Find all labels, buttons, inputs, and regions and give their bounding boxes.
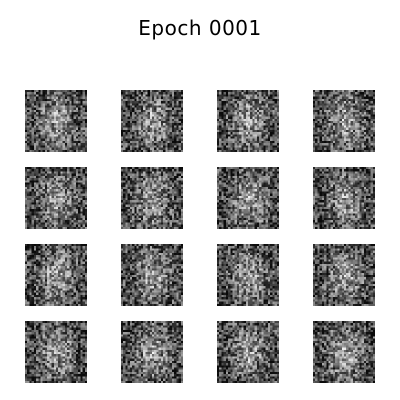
figure-title: Epoch 0001 bbox=[138, 16, 262, 40]
generated-sample-3-4 bbox=[313, 244, 375, 306]
generated-sample-2-2 bbox=[121, 167, 183, 229]
generated-sample-2-1 bbox=[25, 167, 87, 229]
generated-sample-3-1 bbox=[25, 244, 87, 306]
generated-sample-3-3 bbox=[217, 244, 279, 306]
generated-sample-3-2 bbox=[121, 244, 183, 306]
generated-sample-1-1 bbox=[25, 90, 87, 152]
generated-sample-1-2 bbox=[121, 90, 183, 152]
generated-sample-4-2 bbox=[121, 321, 183, 383]
generated-sample-2-4 bbox=[313, 167, 375, 229]
generated-sample-1-4 bbox=[313, 90, 375, 152]
generated-sample-1-3 bbox=[217, 90, 279, 152]
generated-sample-4-4 bbox=[313, 321, 375, 383]
generated-sample-4-3 bbox=[217, 321, 279, 383]
generated-sample-4-1 bbox=[25, 321, 87, 383]
generated-sample-2-3 bbox=[217, 167, 279, 229]
